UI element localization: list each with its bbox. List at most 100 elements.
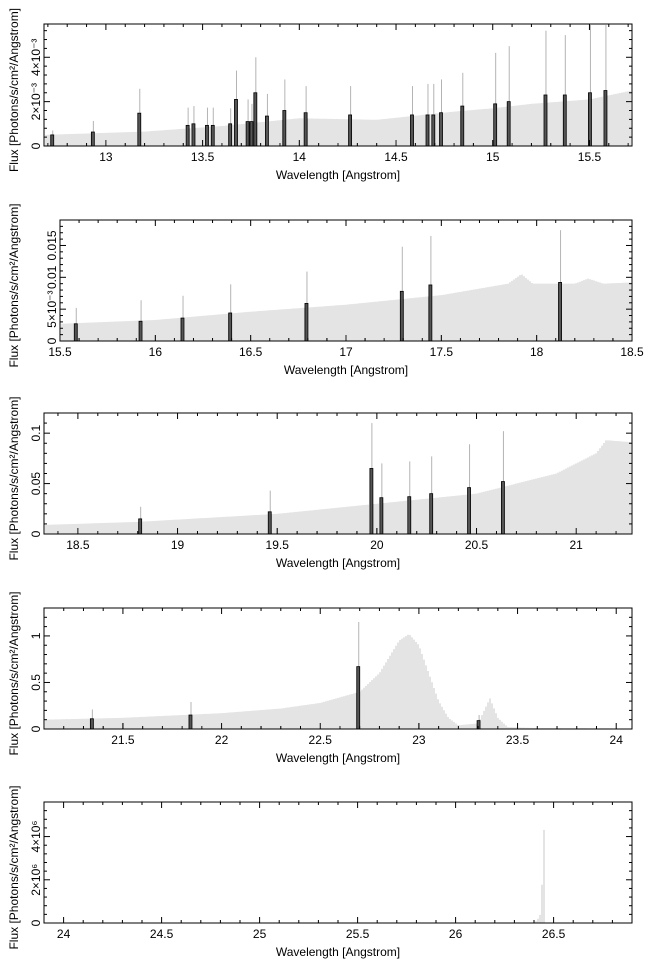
panel-4: 21.5 22 22.5 23 23.5 24 0 0.5 1 Wavelength [Angst… [7,591,633,765]
y-tick-label: 0.05 [29,472,43,496]
y-tick-label: 0 [29,725,43,732]
line-bar [138,518,143,535]
continuum-series [61,274,631,341]
line-bar [191,123,196,147]
y-tick-label: 0 [29,919,43,926]
y-tick-label: 2×10⁶ [29,864,43,896]
x-tick-label: 21.5 [111,733,135,747]
line-bar [506,101,511,147]
panel-2: 15.5 16 16.5 17 17.5 18 18.5 0 5×10⁻³0.01 0.015 Wa… [7,203,644,377]
y-axis-label: Flux [Photons/s/cm²/Angstrom] [7,785,21,949]
x-axis-label: Wavelength [Angstrom] [276,945,400,959]
x-tick-label: 24.5 [150,927,174,941]
line-bar [439,112,443,147]
x-tick-label: 15 [486,150,500,164]
line-bar [265,115,269,147]
line-bar [460,105,465,147]
x-tick-label: 13.5 [191,150,215,164]
y-tick-label: 0 [29,142,43,149]
y-tick-label: 0.01 [45,265,59,289]
line-bar [205,124,209,147]
y-axis-label: Flux [Photons/s/cm²/Angstrom] [7,591,21,755]
line-bar [467,487,471,535]
y-tick-label: 2×10⁻³ [29,83,43,120]
x-axis-label: Wavelength [Angstrom] [276,556,400,570]
y-axis-label: Flux [Photons/s/cm²/Angstrom] [7,396,21,560]
line-bar [249,121,254,147]
line-bar [410,114,414,147]
x-tick-label: 23 [412,733,426,747]
y-axis-label: Flux [Photons/s/cm²/Angstrom] [7,203,21,367]
x-tick-label: 24 [57,927,71,941]
x-tick-label: 16.5 [239,345,263,359]
line-bar [369,468,374,535]
continuum-series [45,90,631,146]
plot-frame [43,607,633,730]
line-bar [603,90,608,147]
line-bar [50,134,55,147]
line-bar [399,290,404,342]
x-tick-label: 24 [610,733,624,747]
line-bar [234,99,238,147]
line-bar [407,496,412,535]
x-tick-label: 17.5 [430,345,454,359]
y-tick-label: 0.1 [29,425,43,442]
line-bar [303,112,308,147]
x-tick-label: 26.5 [542,927,566,941]
line-bar [282,110,287,147]
line-bar [431,114,436,147]
line-bar [304,303,309,342]
x-tick-label: 15.5 [48,345,72,359]
x-axis-label: Wavelength [Angstrom] [276,751,400,765]
x-tick-label: 13 [99,150,113,164]
x-tick-label: 18.5 [66,538,90,552]
line-bar [210,124,215,147]
panel-5: 24 24.5 25 25.5 26 26.5 0 2×10⁶ 4×10⁶ Wavelength … [7,785,633,959]
line-bar [348,114,353,147]
y-tick-label: 0.015 [45,230,59,260]
x-tick-label: 21 [570,538,584,552]
continuum-series [533,829,545,923]
line-bar [137,112,142,147]
y-axis-label: Flux [Photons/s/cm²/Angstrom] [7,8,21,172]
x-tick-label: 26 [449,927,463,941]
x-tick-label: 23.5 [506,733,530,747]
x-tick-label: 20.5 [465,538,489,552]
line-bar [180,317,185,342]
x-tick-label: 14 [293,150,307,164]
x-axis-label: Wavelength [Angstrom] [284,363,408,377]
x-tick-label: 22 [215,733,229,747]
line-bar [228,312,233,342]
line-bar [185,124,190,147]
line-bar [267,511,272,535]
x-tick-label: 19.5 [266,538,290,552]
y-tick-label: 5×10⁻³ [45,290,59,327]
x-tick-label: 22.5 [309,733,333,747]
x-tick-label: 14.5 [384,150,408,164]
x-axis-label: Wavelength [Angstrom] [276,168,400,182]
line-bar [138,320,143,342]
line-bar [188,714,193,730]
x-tick-label: 18.5 [620,345,644,359]
line-bar [425,114,430,147]
line-bar [253,92,258,147]
line-bar [245,121,250,147]
x-tick-label: 18 [530,345,544,359]
y-tick-label: 0 [29,530,43,537]
y-tick-label: 1 [29,632,43,639]
y-tick-label: 0 [45,337,59,344]
line-bar [73,323,78,342]
y-tick-label: 4×10⁶ [29,821,43,853]
y-tick-label: 4×10⁻³ [29,39,43,76]
line-bar [429,493,434,535]
line-bar [501,481,505,535]
line-bar [428,284,433,342]
line-bar [558,282,562,342]
line-bar [543,94,548,147]
continuum-series [45,634,631,729]
line-bar [588,92,592,147]
x-tick-label: 20 [370,538,384,552]
y-tick-label: 0.5 [29,674,43,691]
line-bar [493,103,498,147]
